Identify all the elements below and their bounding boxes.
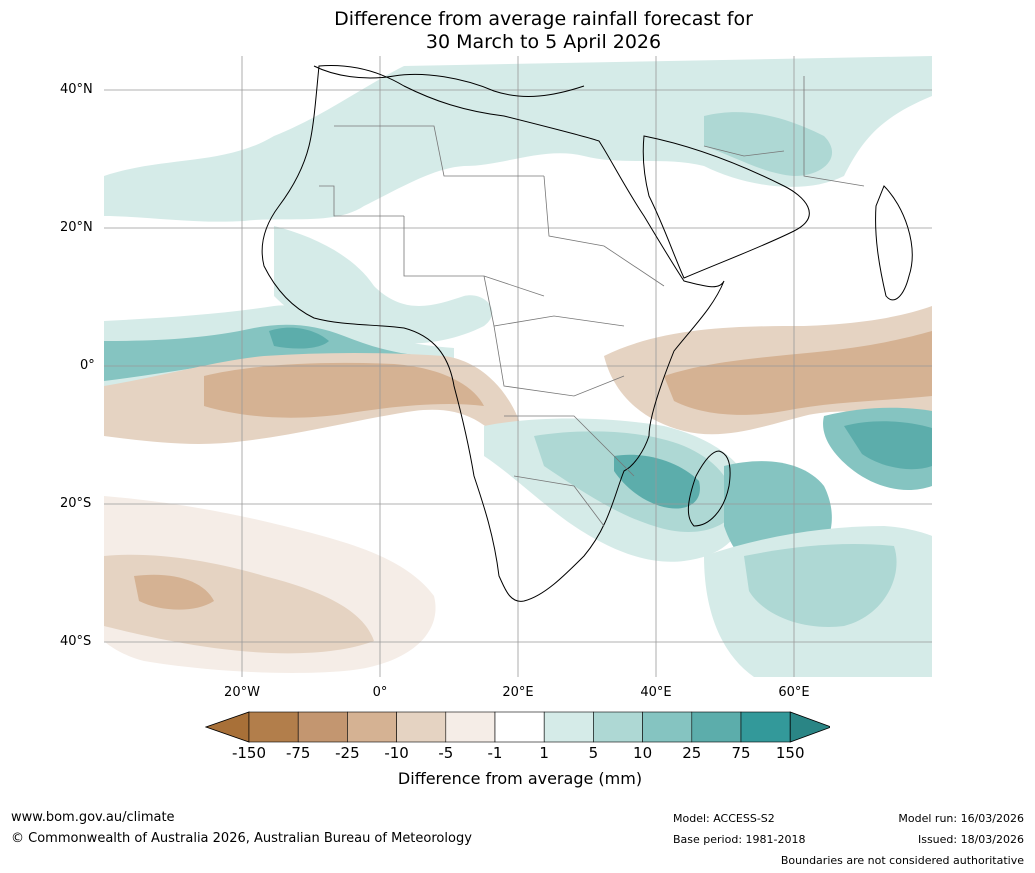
footer-copyright: © Commonwealth of Australia 2026, Austra… <box>11 831 472 846</box>
graticule <box>104 56 932 677</box>
coastlines <box>261 65 913 602</box>
lat-label-20n: 20°N <box>60 220 93 235</box>
colorbar-tick-label: -75 <box>285 744 311 762</box>
colorbar-cell <box>593 711 643 743</box>
colorbar-tick-label: 10 <box>633 744 653 762</box>
lon-label-40e: 40°E <box>640 685 672 700</box>
colorbar-tick-label: -5 <box>438 744 454 762</box>
rainfall-anomaly-map <box>104 56 932 677</box>
title-line-1: Difference from average rainfall forecas… <box>334 8 753 30</box>
colorbar-cell <box>396 711 447 743</box>
india-coastline <box>875 185 913 301</box>
colorbar-title: Difference from average (mm) <box>397 769 643 788</box>
chart-title: Difference from average rainfall forecas… <box>0 8 1035 54</box>
anomaly-region-indian-ocean-dry-strong <box>664 331 932 415</box>
colorbar-cell <box>543 711 594 743</box>
colorbar-tick-label: -10 <box>384 744 409 762</box>
colorbar-tick-label: 150 <box>775 744 805 762</box>
colorbar-tick-label: -1 <box>487 744 503 762</box>
anomaly-region-middle-east-wet <box>704 112 833 176</box>
lat-label-20s: 20°S <box>60 496 92 511</box>
footer-model: Model: ACCESS-S2 <box>673 812 775 825</box>
anomaly-region-equatorial-strong <box>269 327 329 349</box>
lat-label-40s: 40°S <box>60 634 92 649</box>
anomaly-region-equatorial-dry-medium <box>204 362 484 418</box>
colorbar-extend-low <box>205 711 250 743</box>
footer-website[interactable]: www.bom.gov.au/climate <box>11 810 175 825</box>
anomaly-region-south-atlantic-dry-strong <box>134 574 214 610</box>
footer-model-run: Model run: 16/03/2026 <box>898 812 1024 825</box>
colorbar-cell <box>445 711 496 743</box>
colorbar-tick-label: 1 <box>539 744 549 762</box>
lat-label-40n: 40°N <box>60 82 93 97</box>
colorbar-cell <box>347 711 397 743</box>
lon-label-0: 0° <box>372 685 388 700</box>
lon-label-20e: 20°E <box>502 685 534 700</box>
anomaly-region-southern-africa-strong <box>614 454 700 509</box>
colorbar-tick-label: -150 <box>231 744 267 762</box>
colorbar-cell <box>494 711 545 743</box>
colorbar-cell <box>248 711 299 743</box>
colorbar-tick-label: 5 <box>588 744 599 762</box>
footer-issued: Issued: 18/03/2026 <box>917 833 1024 846</box>
anomaly-region-south-indian-wet-medium <box>744 544 897 627</box>
colorbar-cell <box>642 711 693 743</box>
colorbar-cell <box>297 711 348 743</box>
lon-label-60e: 60°E <box>778 685 810 700</box>
footer-boundaries-note: Boundaries are not considered authoritat… <box>780 854 1024 867</box>
country-borders <box>319 76 865 527</box>
madagascar-coastline <box>687 450 731 527</box>
colorbar-tick-label: 25 <box>682 744 702 762</box>
title-line-2: 30 March to 5 April 2026 <box>425 31 662 53</box>
footer-base-period: Base period: 1981-2018 <box>673 833 806 846</box>
anomaly-region-west-africa-light <box>274 226 493 344</box>
lon-label-20w: 20°W <box>224 685 260 700</box>
colorbar-cell <box>691 711 742 743</box>
anomaly-region-indian-ocean-wet-strong <box>844 421 932 470</box>
colorbar <box>205 711 830 743</box>
anomaly-region-equatorial-medium <box>104 324 434 381</box>
colorbar-extend-high <box>789 711 830 743</box>
colorbar-tick-label: -25 <box>335 744 360 762</box>
lat-label-equator: 0° <box>80 358 95 373</box>
arabia-coastline <box>642 135 810 279</box>
africa-coastline <box>261 65 725 602</box>
europe-coastline <box>313 65 585 97</box>
colorbar-tick-label: 75 <box>731 744 751 762</box>
colorbar-cell <box>740 711 791 743</box>
